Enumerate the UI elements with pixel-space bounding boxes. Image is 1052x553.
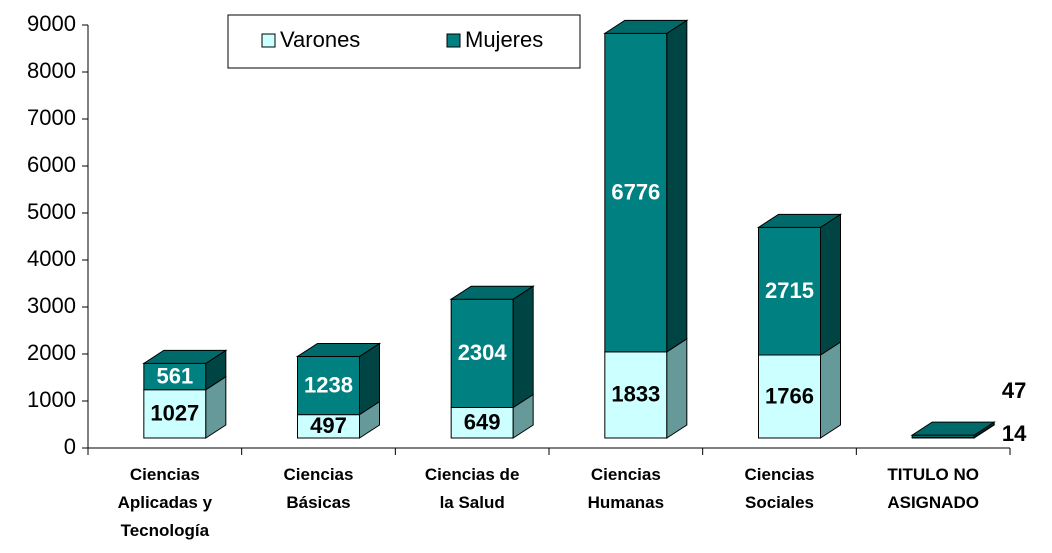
y-tick-label: 6000: [27, 152, 76, 177]
bar-top: [603, 19, 689, 34]
x-tick-label-line: Humanas: [588, 493, 665, 512]
bar-side: [820, 341, 841, 439]
legend-swatch: [446, 33, 461, 48]
x-tick-label-line: Tecnología: [121, 521, 210, 540]
x-tick-label-line: Ciencias: [745, 465, 815, 484]
x-tick-label-line: Sociales: [745, 493, 814, 512]
bar-top: [142, 349, 228, 364]
bar-side: [666, 337, 688, 439]
x-tick-label-line: Ciencias: [284, 465, 354, 484]
bar-front: [450, 406, 514, 439]
bar-side: [820, 213, 841, 356]
value-label: 1027: [150, 401, 199, 426]
x-tick-label-line: Ciencias de: [425, 465, 520, 484]
bar-top: [910, 421, 996, 436]
bar-top: [295, 342, 382, 357]
x-tick-label: Ciencias Básicas: [284, 465, 354, 512]
x-tick-label: Ciencias de la Salud: [425, 465, 520, 512]
value-label: 6776: [611, 179, 660, 204]
y-tick-label: 7000: [27, 105, 76, 130]
y-tick-label: 9000: [27, 11, 76, 36]
y-tick-label: 4000: [27, 246, 76, 271]
x-tick-label: Ciencias Sociales: [745, 465, 815, 512]
value-label: 2304: [458, 340, 508, 365]
bar-front: [604, 351, 668, 439]
y-tick-label: 0: [64, 434, 76, 459]
y-tick-label: 3000: [27, 293, 76, 318]
x-tick-label-line: TITULO NO: [887, 465, 979, 484]
x-tick-label-line: ASIGNADO: [887, 493, 979, 512]
value-label: 1833: [611, 382, 660, 407]
value-label: 561: [156, 363, 193, 388]
value-label: 2715: [765, 278, 814, 303]
y-tick-label: 2000: [27, 340, 76, 365]
legend-label: Mujeres: [465, 27, 543, 52]
bar-front: [450, 298, 514, 408]
x-tick-label-line: Ciencias: [591, 465, 661, 484]
x-tick-label: Ciencias Humanas: [588, 465, 665, 512]
x-tick-label-line: Básicas: [286, 493, 350, 512]
x-tick-label-line: la Salud: [440, 493, 505, 512]
y-tick-label: 5000: [27, 199, 76, 224]
value-label: 14: [1002, 421, 1027, 446]
x-tick-label-line: Ciencias: [130, 465, 200, 484]
bar-front: [758, 226, 821, 356]
value-label: 1238: [304, 372, 353, 397]
value-label: 649: [464, 410, 501, 435]
bar-top: [449, 285, 535, 300]
legend-box: [227, 14, 581, 69]
value-label: 1766: [765, 383, 814, 408]
bar-top: [756, 213, 843, 228]
bar-side: [512, 285, 534, 409]
bar-side: [666, 19, 688, 353]
bar-front: [604, 32, 668, 353]
legend-swatch: [261, 33, 276, 48]
bar-front: [143, 389, 207, 439]
y-tick-label: 8000: [27, 58, 76, 83]
y-tick-label: 1000: [27, 387, 76, 412]
value-label: 47: [1002, 378, 1026, 403]
value-label: 497: [310, 413, 347, 438]
legend-label: Varones: [280, 27, 360, 52]
x-tick-label-line: Aplicadas y: [118, 493, 213, 512]
x-tick-label: Ciencias Aplicadas y Tecnología: [118, 465, 213, 540]
x-tick-label: TITULO NO ASIGNADO: [887, 465, 979, 512]
